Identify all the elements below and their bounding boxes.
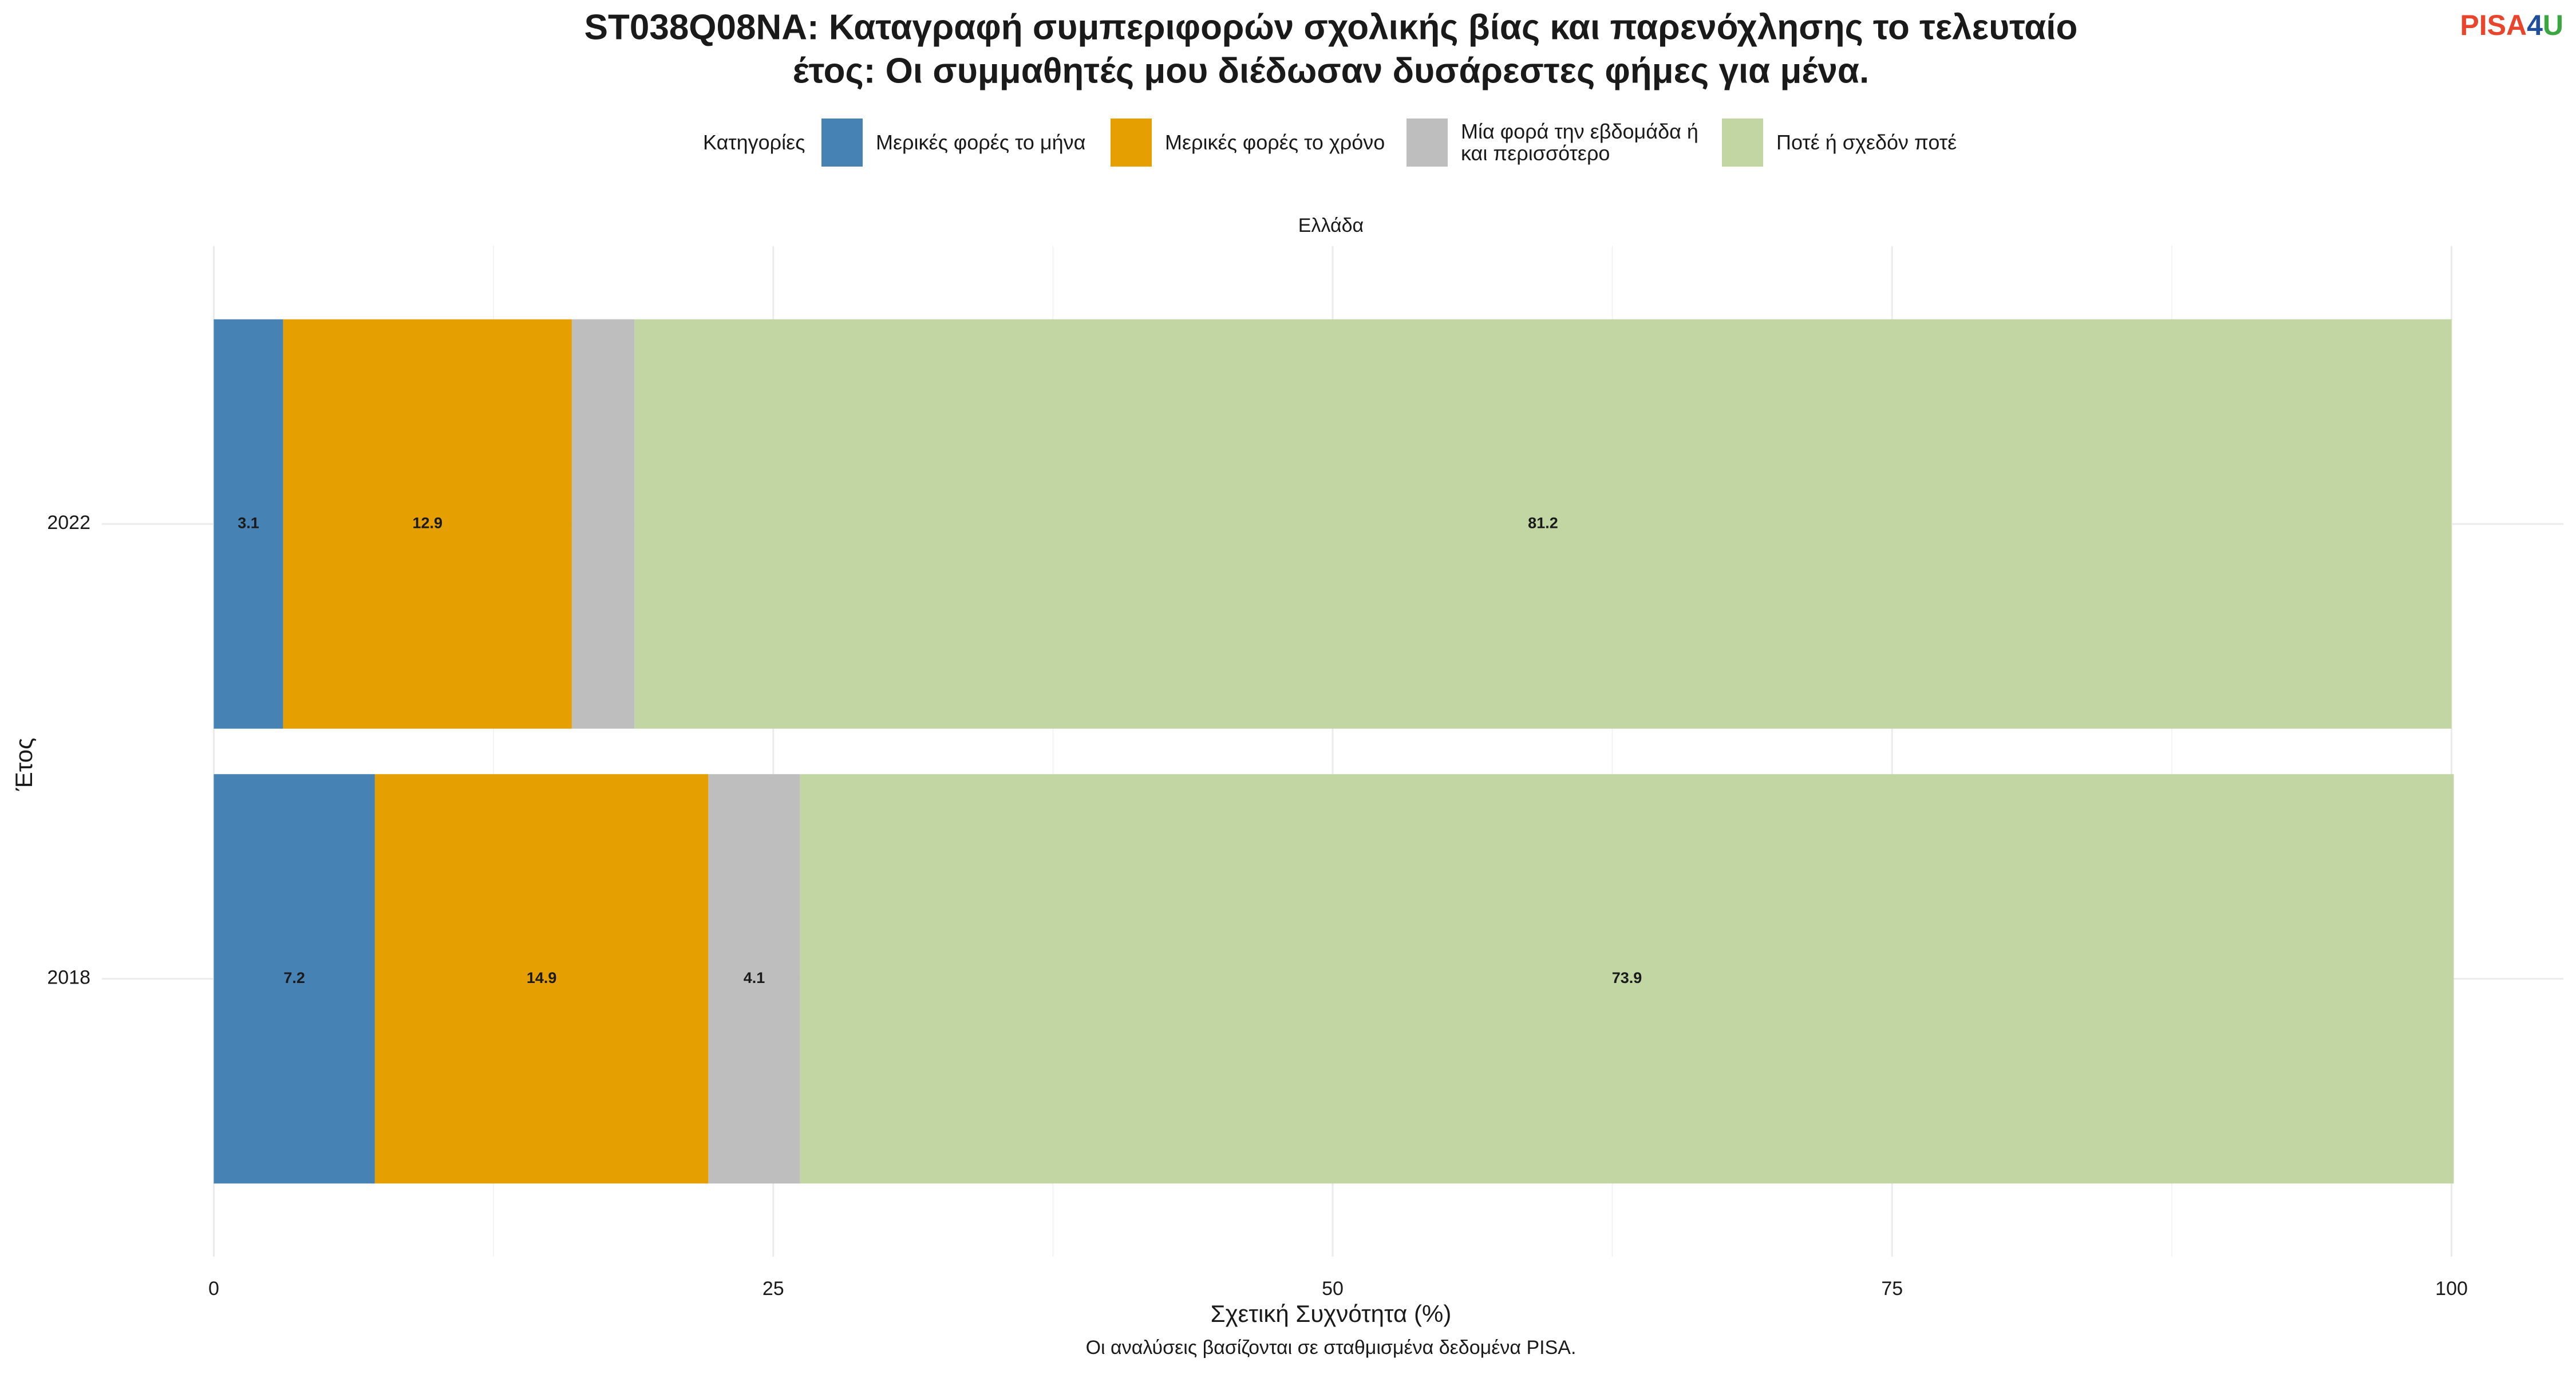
value-label: 7.2 — [283, 969, 305, 986]
x-tick-label: 100 — [2435, 1278, 2468, 1300]
x-tick-label: 25 — [762, 1278, 784, 1300]
legend-title: Κατηγορίες — [703, 131, 805, 154]
bar-segment — [283, 319, 572, 729]
legend-key — [1722, 119, 1763, 167]
logo-part: U — [2543, 9, 2563, 41]
x-tick-label: 0 — [208, 1278, 219, 1300]
legend-label: Μία φορά την εβδομάδα ή και περισσότερο — [1461, 120, 1698, 165]
bar-segment — [708, 774, 800, 1184]
bar-segment — [374, 774, 709, 1184]
value-label: 12.9 — [412, 514, 442, 531]
chart-title: έτος: Οι συμμαθητές μου διέδωσαν δυσάρεσ… — [793, 51, 1869, 90]
legend-key — [1406, 119, 1448, 167]
chart-title: ST038Q08NA: Καταγραφή συμπεριφορών σχολι… — [584, 7, 2078, 47]
y-axis-title: Έτος — [10, 738, 37, 792]
x-axis-title: Σχετική Συχνότητα (%) — [1211, 1300, 1452, 1327]
facet-label: Ελλάδα — [1298, 215, 1364, 236]
legend-label: Ποτέ ή σχεδόν ποτέ — [1776, 131, 1957, 154]
caption: Οι αναλύσεις βασίζονται σε σταθμισμένα δ… — [1086, 1337, 1577, 1359]
legend-label: Μερικές φορές το χρόνο — [1165, 131, 1385, 154]
logo-part: PISA — [2460, 9, 2527, 41]
x-tick-label: 50 — [1322, 1278, 1344, 1300]
logo-part: 4 — [2527, 9, 2543, 41]
bar-segment — [634, 319, 2452, 729]
value-label: 4.1 — [744, 969, 765, 986]
value-label: 73.9 — [1612, 969, 1642, 986]
legend-key — [821, 119, 863, 167]
value-label: 14.9 — [527, 969, 557, 986]
value-label: 81.2 — [1528, 514, 1558, 531]
logo: PISA4U — [2460, 9, 2563, 41]
x-tick-label: 75 — [1881, 1278, 1903, 1300]
bar-segment — [800, 774, 2454, 1184]
legend-key — [1111, 119, 1152, 167]
y-tick-label: 2018 — [47, 967, 90, 989]
y-tick-label: 2022 — [47, 512, 90, 534]
bar-segment — [214, 319, 283, 729]
value-label: 3.1 — [238, 514, 259, 531]
legend-label: Μερικές φορές το μήνα — [876, 131, 1086, 154]
bar-segment — [214, 774, 375, 1184]
bar-segment — [571, 319, 635, 729]
